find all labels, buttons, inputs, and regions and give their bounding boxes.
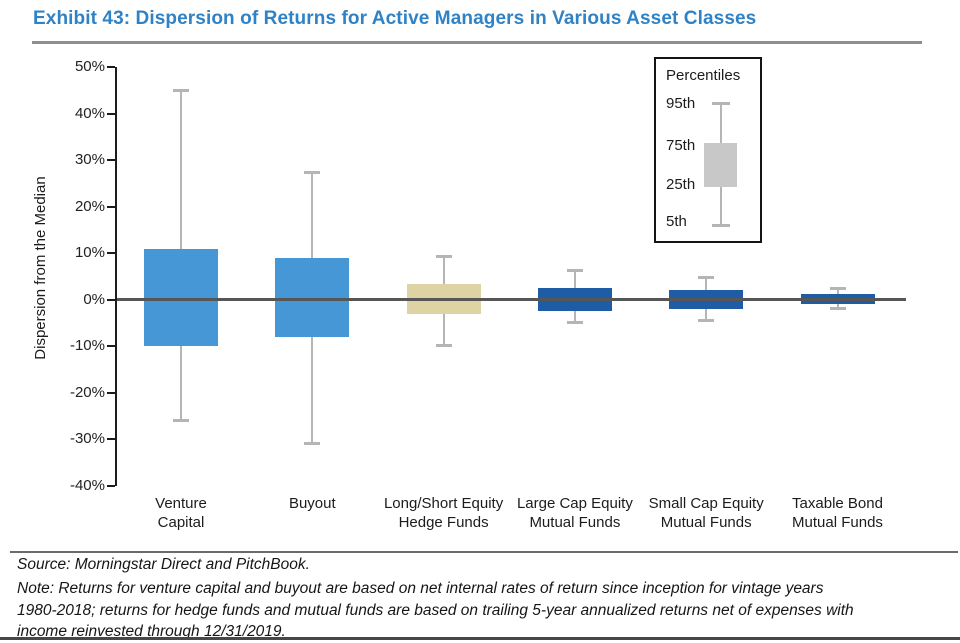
whisker-cap-bottom	[829, 307, 846, 311]
y-tick-label: 30%	[74, 151, 105, 169]
note-text: Note: Returns for venture capital and bu…	[17, 578, 953, 643]
plot-area: 50% 40% 30% 20% 10% 0% -10% -20% -30% -40% Venture…	[70, 58, 917, 531]
note-line-2: 1980-2018; returns for hedge funds and m…	[17, 601, 854, 619]
zero-line	[117, 298, 906, 302]
whisker-cap-top	[698, 275, 715, 279]
whisker-cap-bottom	[435, 344, 452, 348]
x-category-label: Long/Short Equity Hedge Funds	[374, 494, 514, 532]
y-tick-label: 20%	[74, 197, 105, 215]
footer-rule-top	[10, 551, 958, 553]
legend-title: Percentiles	[666, 67, 741, 84]
whisker-cap-top	[435, 254, 452, 258]
x-category-label-line: Mutual Funds	[660, 514, 752, 531]
source-text: Source: Morningstar Direct and PitchBook…	[17, 556, 310, 573]
x-category-label-line: Mutual Funds	[529, 514, 621, 531]
whisker-cap-top	[304, 170, 321, 174]
y-tick	[107, 252, 115, 255]
y-axis-title: Dispersion from the Median	[32, 176, 49, 360]
y-tick	[107, 66, 115, 68]
page-title: Exhibit 43: Dispersion of Returns for Ac…	[33, 8, 757, 29]
x-category-label: Buyout	[242, 494, 382, 513]
y-tick-label: 10%	[74, 244, 105, 262]
legend-label-75th: 75th	[666, 137, 696, 154]
legend-iqr-box	[704, 143, 737, 187]
y-tick	[107, 205, 115, 208]
x-category-label-line: Capital	[157, 514, 205, 531]
y-tick-label: -30%	[69, 430, 105, 448]
x-category-label-line: Venture	[155, 495, 207, 512]
x-category-label-line: Taxable Bond	[792, 495, 883, 512]
x-category-label: Taxable Bond Mutual Funds	[768, 494, 908, 532]
y-tick	[107, 485, 115, 487]
whisker-cap-top	[566, 268, 583, 272]
legend-label-95th: 95th	[666, 95, 696, 112]
y-tick	[107, 159, 115, 162]
x-category-label-line: Large Cap Equity	[516, 495, 633, 512]
y-tick-label: 40%	[74, 104, 105, 122]
y-tick-label: -10%	[69, 337, 105, 355]
iqr-box	[275, 257, 350, 337]
y-tick	[107, 438, 115, 441]
title-rule	[32, 41, 922, 44]
whisker-cap-bottom	[698, 318, 715, 322]
y-axis-line	[115, 67, 117, 486]
legend-whisker-cap-bottom	[712, 224, 730, 227]
x-category-label-line: Buyout	[288, 495, 336, 512]
x-category-label: Venture Capital	[111, 494, 251, 532]
y-tick	[107, 345, 115, 348]
y-tick	[107, 298, 115, 301]
whisker-cap-top	[173, 89, 189, 93]
note-line-3: income reinvested through 12/31/2019.	[17, 623, 286, 640]
y-tick-label: -20%	[69, 383, 105, 401]
whisker-cap-bottom	[566, 321, 583, 325]
legend-whisker-cap-top	[712, 102, 730, 105]
whisker-cap-top	[829, 287, 846, 291]
footer-rule-bottom	[0, 637, 960, 640]
x-category-label: Large Cap Equity Mutual Funds	[505, 494, 645, 532]
legend-label-25th: 25th	[666, 176, 696, 193]
x-category-label-line: Mutual Funds	[792, 514, 883, 531]
x-category-label: Small Cap Equity Mutual Funds	[636, 494, 776, 532]
y-tick-label: 0%	[83, 290, 105, 308]
legend-label-5th: 5th	[666, 213, 687, 230]
whisker-cap-bottom	[304, 442, 321, 446]
y-tick-label: 50%	[74, 58, 105, 75]
x-category-label-line: Hedge Funds	[398, 514, 489, 531]
x-category-label-line: Long/Short Equity	[383, 495, 504, 512]
whisker-cap-bottom	[173, 418, 189, 422]
iqr-box	[144, 248, 218, 347]
x-category-label-line: Small Cap Equity	[648, 495, 764, 512]
note-line-1: Note: Returns for venture capital and bu…	[17, 580, 824, 597]
y-tick	[107, 391, 115, 394]
legend: Percentiles 95th 75th 25th 5th	[654, 57, 762, 243]
y-tick	[107, 112, 115, 115]
y-tick-label: -40%	[69, 477, 105, 494]
